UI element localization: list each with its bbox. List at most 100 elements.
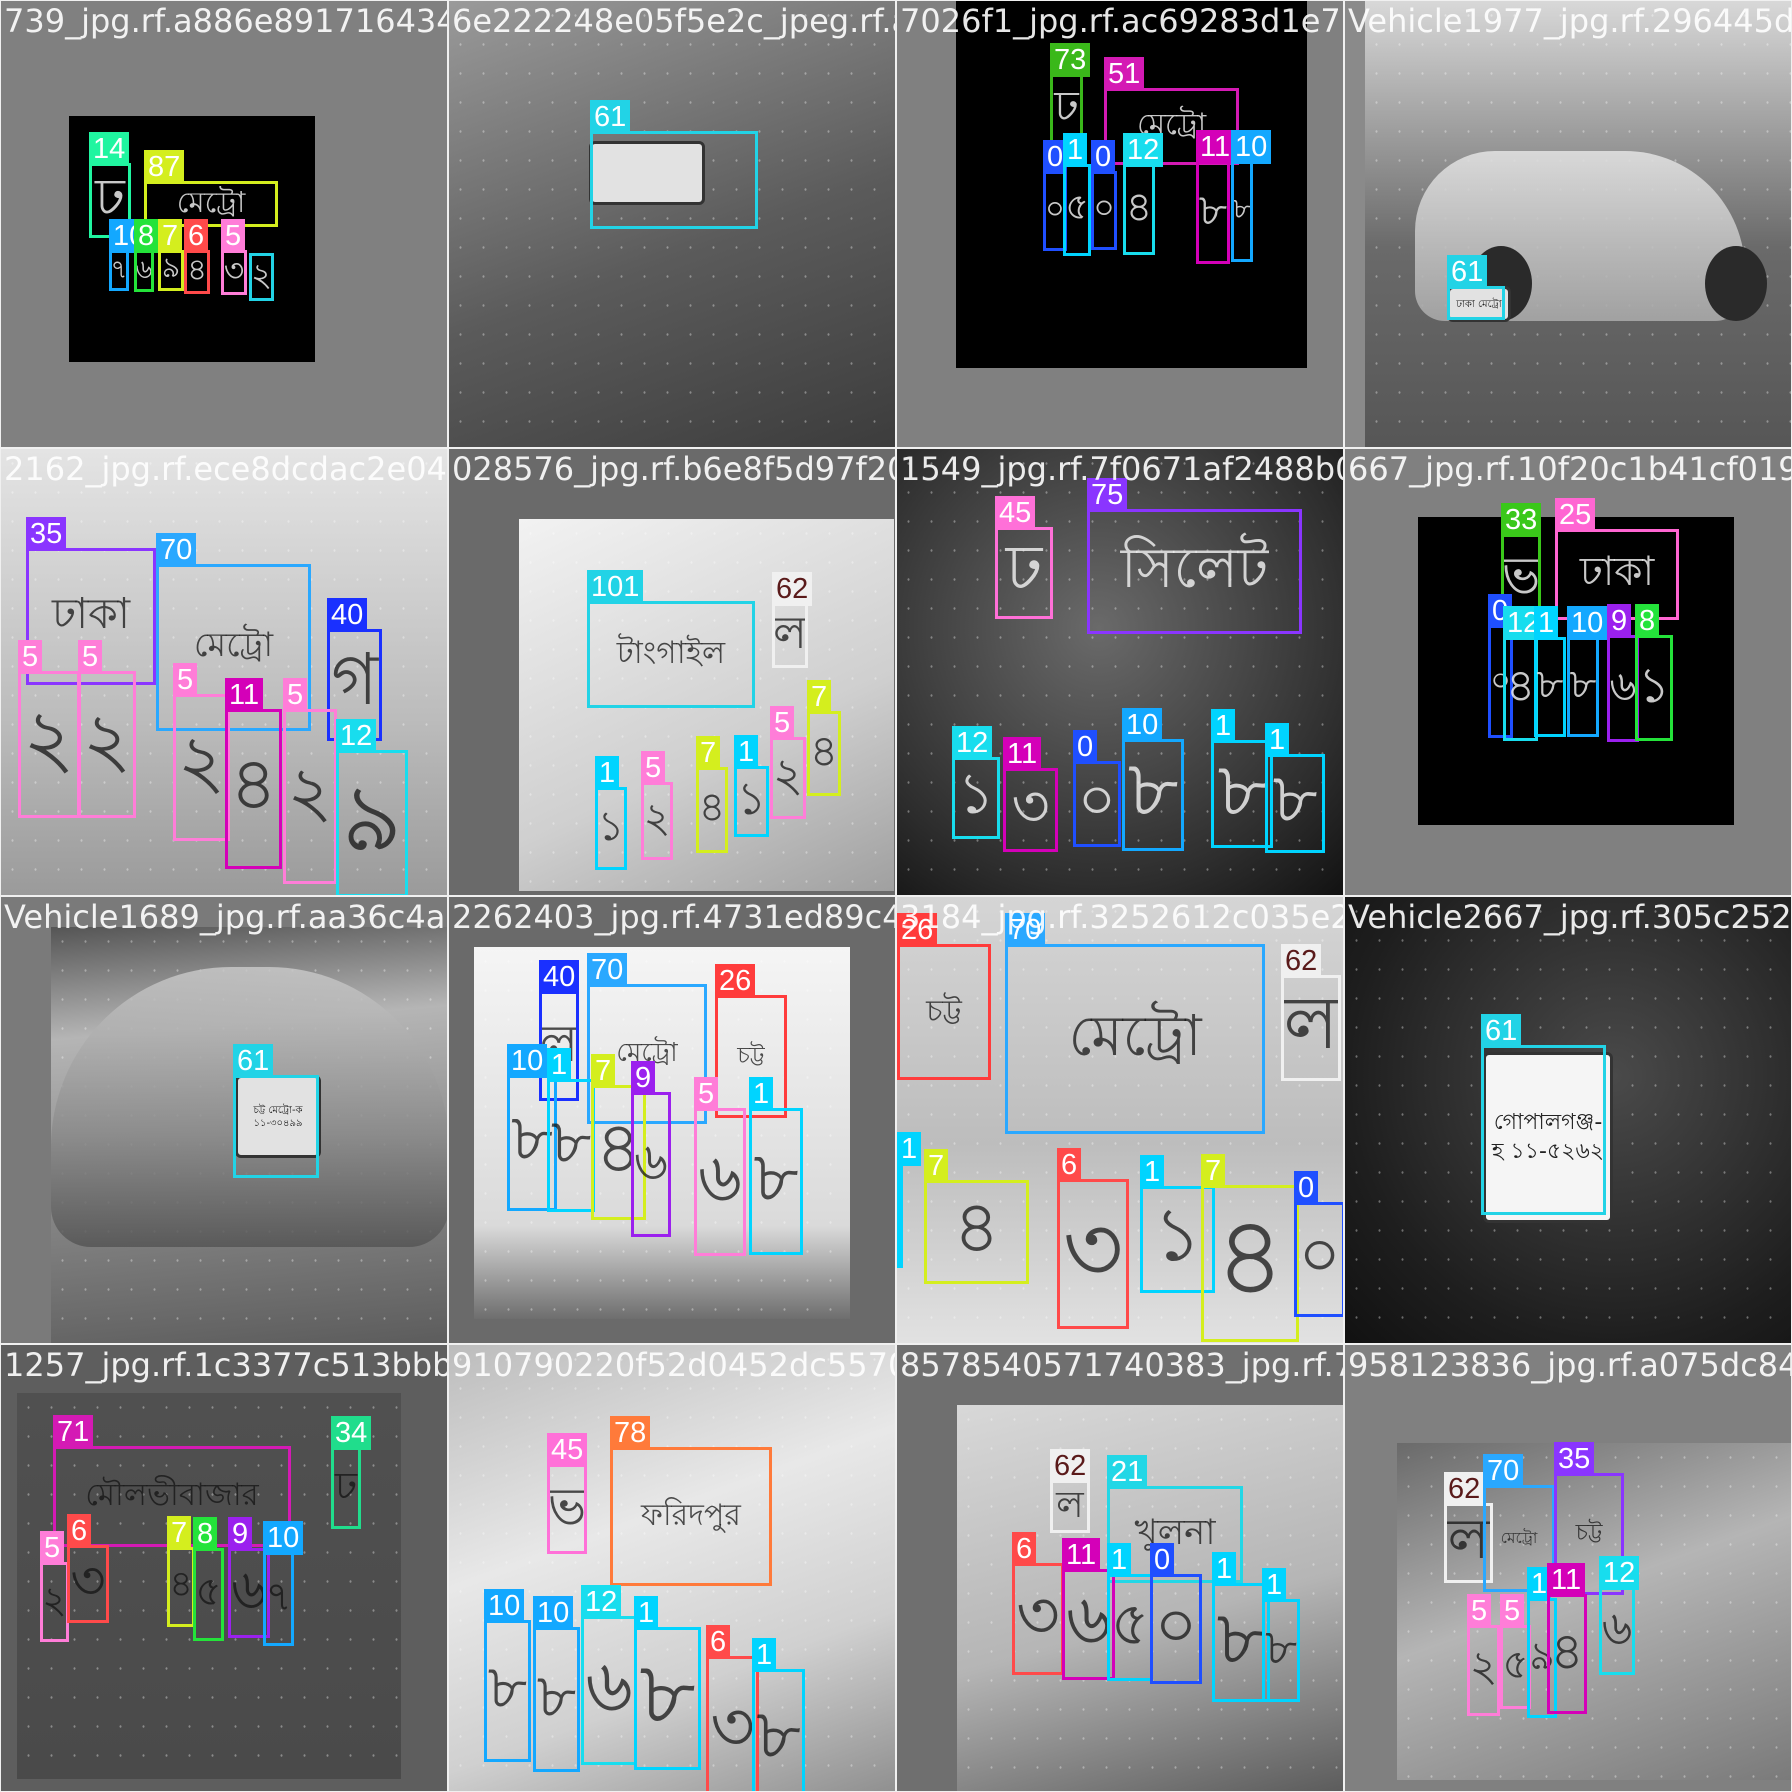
plate-character: ঢ xyxy=(1005,535,1043,606)
detection-box: ৪ 11 xyxy=(225,678,282,869)
vehicle-photo xyxy=(449,1345,895,1791)
plate-character: ২ xyxy=(177,719,226,805)
plate-character: ২ xyxy=(22,692,76,786)
mosaic-tile-14: ল 62 খুলনা 21 ৩ 6 ৬ 11 ৫ 1 ০ 0 ৮ 1 ৮ 1 8578540571740383_… xyxy=(896,1344,1344,1792)
class-label: 40 xyxy=(539,960,580,994)
detection-box: ৯ 12 xyxy=(336,719,408,895)
class-label: 12 xyxy=(581,1585,622,1619)
plate-character: ৮ xyxy=(550,1104,592,1178)
class-label: 5 xyxy=(694,1077,719,1111)
vehicle-photo xyxy=(897,897,1343,1343)
vehicle-photo xyxy=(1,449,447,895)
detection-box: ৮ 10 xyxy=(533,1596,580,1772)
plate-character: ০ xyxy=(1154,1585,1198,1664)
detection-box: ঢাকা 35 xyxy=(26,517,156,685)
class-label: 8 xyxy=(193,1517,218,1551)
class-label: 1 xyxy=(734,735,759,769)
tile-filename: 6e222248e05f5e2c_jpeg.rf.a7683ef7026f1_j… xyxy=(452,2,895,40)
detection-box: 61 xyxy=(233,1044,319,1178)
mosaic-tile-2: ঢ73মেট্রো51০0৫1০0৪12৮11৮107026f1_jpg.rf.… xyxy=(896,0,1344,448)
noise-overlay xyxy=(474,947,850,1319)
plate-character: ৪ xyxy=(170,1562,192,1605)
class-label: 70 xyxy=(587,953,628,987)
class-label: 1 xyxy=(1212,1552,1237,1586)
detection-box: 61 xyxy=(1447,255,1505,320)
plate-character: ৫ xyxy=(1110,1588,1150,1659)
detection-box: ফরিদপুর 78 xyxy=(610,1416,772,1586)
plate-character: ৬ xyxy=(585,1643,633,1729)
tile-filename: 3184_jpg.rf.3252612c035e29416014ehicle26… xyxy=(900,898,1344,936)
mosaic-tile-9: ল40মেট্রো70চট্ট26৮10৮1৪7৬9৬5৮12262403_jp… xyxy=(448,896,896,1344)
detection-box: ৮ 10 xyxy=(507,1044,557,1211)
plate-character: ৪ xyxy=(1506,659,1535,712)
plate-character: ৩ xyxy=(1011,775,1050,840)
plate-character: ঢ xyxy=(1054,81,1079,132)
tile-filename: 739_jpg.rf.a886e89171643406e22224eb05f5e… xyxy=(4,2,447,40)
plate-character: ৩ xyxy=(1016,1575,1060,1654)
plate-character: ৮ xyxy=(1265,1618,1297,1676)
plate-character: ৫ xyxy=(196,1568,221,1615)
class-label: 7 xyxy=(591,1054,616,1088)
class-label: 1 xyxy=(752,1638,777,1672)
plate-character: ০ xyxy=(1077,768,1117,835)
mosaic-tile-10: চট্ট26মেট্রো70ল62৪1৪7৩6১1৪7০03184_jpg.rf… xyxy=(896,896,1344,1344)
class-label: 5 xyxy=(221,219,246,253)
tile-filename: Vehicle1977_jpg.rf.296445de xyxy=(1348,2,1792,40)
plate-character: ল xyxy=(775,610,805,662)
plate-character: ৪ xyxy=(229,740,278,827)
class-label: 1 xyxy=(595,756,620,790)
plate-character: ১ xyxy=(1638,655,1670,714)
plate-character: ২ xyxy=(252,259,271,296)
detection-box: ৪ 11 xyxy=(1547,1563,1587,1714)
plate-character: ২ xyxy=(43,1577,66,1622)
class-label: 61 xyxy=(590,100,631,134)
class-label: 11 xyxy=(1547,1563,1586,1597)
class-label: 0 xyxy=(1150,1543,1175,1577)
class-label: 10 xyxy=(507,1044,548,1078)
class-label: 10 xyxy=(484,1589,525,1623)
class-label: 1 xyxy=(1262,1568,1287,1602)
plate-text: চট্ট মেট্রো-ক ১১-৩০৪৯৯ xyxy=(253,1104,303,1129)
class-label: 5 xyxy=(78,640,103,674)
class-label: 5 xyxy=(1467,1594,1492,1628)
mosaic-tile-4: ঢাকা 35 মেট্রো 70 গ 40 ২ 5 ২ 5 ২ 5 ৪ 11 ২ 5 ৯ 12 2162_jpg.… xyxy=(0,448,448,896)
plate-character: ৭ xyxy=(266,1572,291,1620)
detection-box: ল 62 xyxy=(1281,944,1341,1081)
noise-overlay xyxy=(449,1,895,447)
plate-character: মেট্রো xyxy=(1500,1528,1538,1547)
class-label: 1 xyxy=(1063,133,1088,167)
license-plate: গোপালগঞ্জ-হ ১১-৫২৬২ xyxy=(1483,1052,1613,1223)
detection-box: খুলনা 21 xyxy=(1107,1455,1243,1583)
noise-overlay xyxy=(897,897,1343,1343)
plate-character: মেট্রো xyxy=(1068,1003,1202,1069)
car-wheel xyxy=(1705,246,1767,321)
class-label: 10 xyxy=(1567,606,1608,640)
mosaic-tile-15: ল 62 মেট্রো 70 চট্ট 35 ২ 5 ৫ 5 ৯ 1 ৪ 11 ৬ 12 958123836_j… xyxy=(1344,1344,1792,1792)
plate-character: ০ xyxy=(1297,1215,1342,1293)
detection-box: মেট্রো 70 xyxy=(587,953,707,1124)
plate-character: ৯ xyxy=(341,764,403,873)
class-label: 35 xyxy=(26,517,67,551)
class-label: 11 xyxy=(225,678,264,712)
tile-filename: 7026f1_jpg.rf.ac69283d1e733e5bete177704d… xyxy=(900,2,1344,40)
class-label: 101 xyxy=(587,570,644,604)
plate-character: ৮ xyxy=(1234,170,1250,254)
class-label: 7 xyxy=(924,1149,949,1183)
plate-character: চট্ট xyxy=(926,993,962,1029)
license-plate: চট্ট মেট্রো-ক ১১-৩০৪৯৯ xyxy=(235,1075,321,1158)
class-label: 6 xyxy=(184,219,209,253)
class-label: 8 xyxy=(1635,604,1660,638)
plate-character: সিলেট xyxy=(1120,535,1269,601)
class-label: 1 xyxy=(1534,606,1559,640)
plate-character: ২ xyxy=(1470,1642,1497,1692)
